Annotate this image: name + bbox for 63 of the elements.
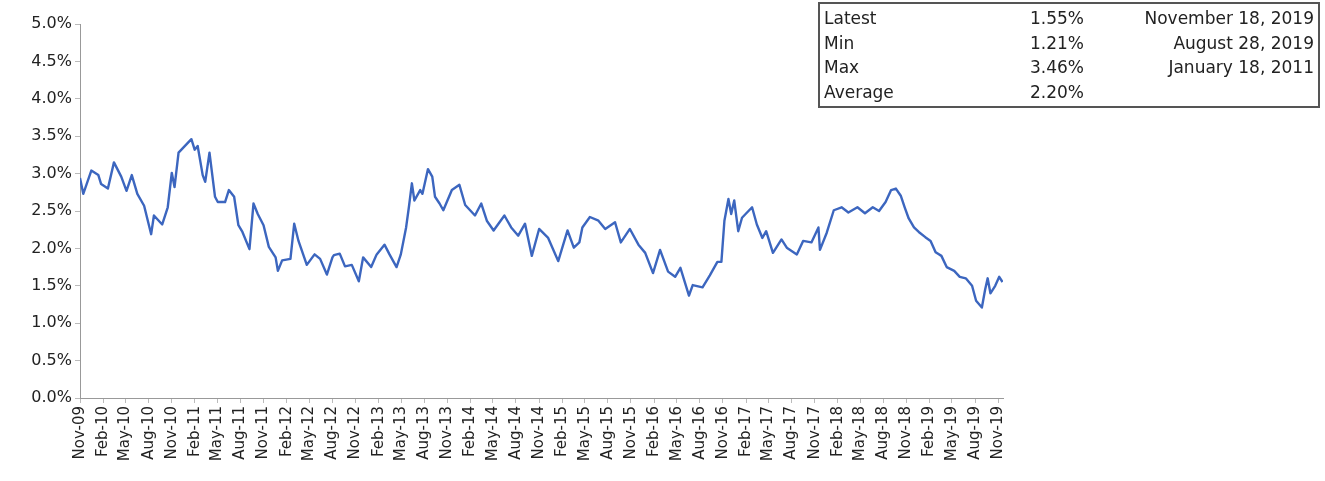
text: August 28, 2019 (1172, 31, 1314, 55)
y-tick-label: 4.5% (31, 50, 72, 70)
x-tick-label: Aug-14 (505, 406, 524, 460)
x-tick-label: Nov-19 (988, 406, 1007, 460)
x-tick-label: Feb-11 (184, 406, 203, 458)
x-tick-label: Aug-11 (230, 406, 249, 460)
x-tick-label: Aug-15 (597, 406, 616, 460)
annotation: Average (824, 80, 895, 104)
x-tick-label: Nov-13 (437, 406, 456, 460)
x-tick-label: Feb-16 (643, 406, 662, 458)
x-tick-label: Aug-12 (322, 406, 341, 460)
x-tick-label: May-17 (758, 406, 777, 462)
x-tick-label: May-14 (482, 406, 501, 462)
annotation: Latest (824, 7, 878, 30)
x-tick-label: May-11 (207, 406, 226, 462)
text: 3.46% (1029, 56, 1084, 79)
x-tick-label: Nov-16 (712, 406, 731, 460)
x-tick-label: Feb-15 (552, 406, 571, 458)
x-tick-label: Aug-19 (964, 406, 983, 460)
text: January 18, 2011 (1166, 56, 1314, 79)
x-tick-label: Aug-10 (138, 406, 157, 460)
text: 2.20% (1029, 80, 1084, 104)
annotation: Min (824, 31, 856, 55)
y-tick-label: 4.0% (31, 87, 72, 107)
x-tick-label: Feb-17 (735, 406, 754, 458)
x-tick-label: Aug-16 (689, 406, 708, 460)
x-tick-label: Nov-14 (529, 406, 547, 460)
x-tick-label: May-18 (850, 406, 869, 462)
x-tick-label: May-19 (941, 406, 960, 462)
x-tick-label: May-16 (666, 406, 685, 462)
x-tick-label: Feb-18 (827, 406, 846, 458)
x-tick-label: Nov-18 (896, 406, 915, 460)
text: 1.21% (1029, 31, 1084, 55)
x-tick-label: Feb-19 (919, 406, 938, 458)
y-tick-label: 5.0% (31, 13, 72, 33)
x-tick-label: Feb-13 (368, 406, 387, 458)
x-tick-label: Feb-12 (276, 406, 295, 458)
y-tick-label: 0.5% (31, 349, 72, 369)
x-tick-label: May-12 (299, 406, 318, 462)
x-tick-label: Nov-10 (161, 406, 180, 460)
x-tick-label: May-13 (390, 406, 409, 462)
y-tick-label: 1.0% (31, 312, 72, 332)
annotation: Max (824, 56, 861, 79)
y-tick-label: 1.5% (31, 274, 72, 294)
y-tick-label: 3.5% (31, 125, 72, 145)
y-tick-label: 3.0% (31, 162, 72, 182)
x-tick-label: Aug-13 (414, 406, 433, 460)
y-tick-label: 2.5% (31, 200, 72, 220)
text: 1.55% (1029, 7, 1084, 30)
x-tick-label: Feb-10 (93, 406, 112, 458)
x-tick-label: Nov-17 (804, 406, 823, 460)
x-tick-label: Nov-11 (253, 406, 272, 460)
text: November 18, 2019 (1143, 7, 1314, 30)
x-tick-label: Nov-15 (620, 406, 639, 460)
y-tick-label: 0.0% (31, 387, 72, 407)
x-tick-label: May-10 (115, 406, 134, 462)
x-tick-label: Aug-17 (781, 406, 800, 460)
y-tick-label: 2.0% (31, 237, 72, 257)
x-tick-label: Feb-14 (460, 406, 479, 458)
x-tick-label: Nov-12 (345, 406, 364, 460)
x-tick-label: May-15 (574, 406, 593, 462)
x-tick-label: Nov-09 (69, 406, 88, 460)
x-tick-label: Aug-18 (873, 406, 892, 460)
